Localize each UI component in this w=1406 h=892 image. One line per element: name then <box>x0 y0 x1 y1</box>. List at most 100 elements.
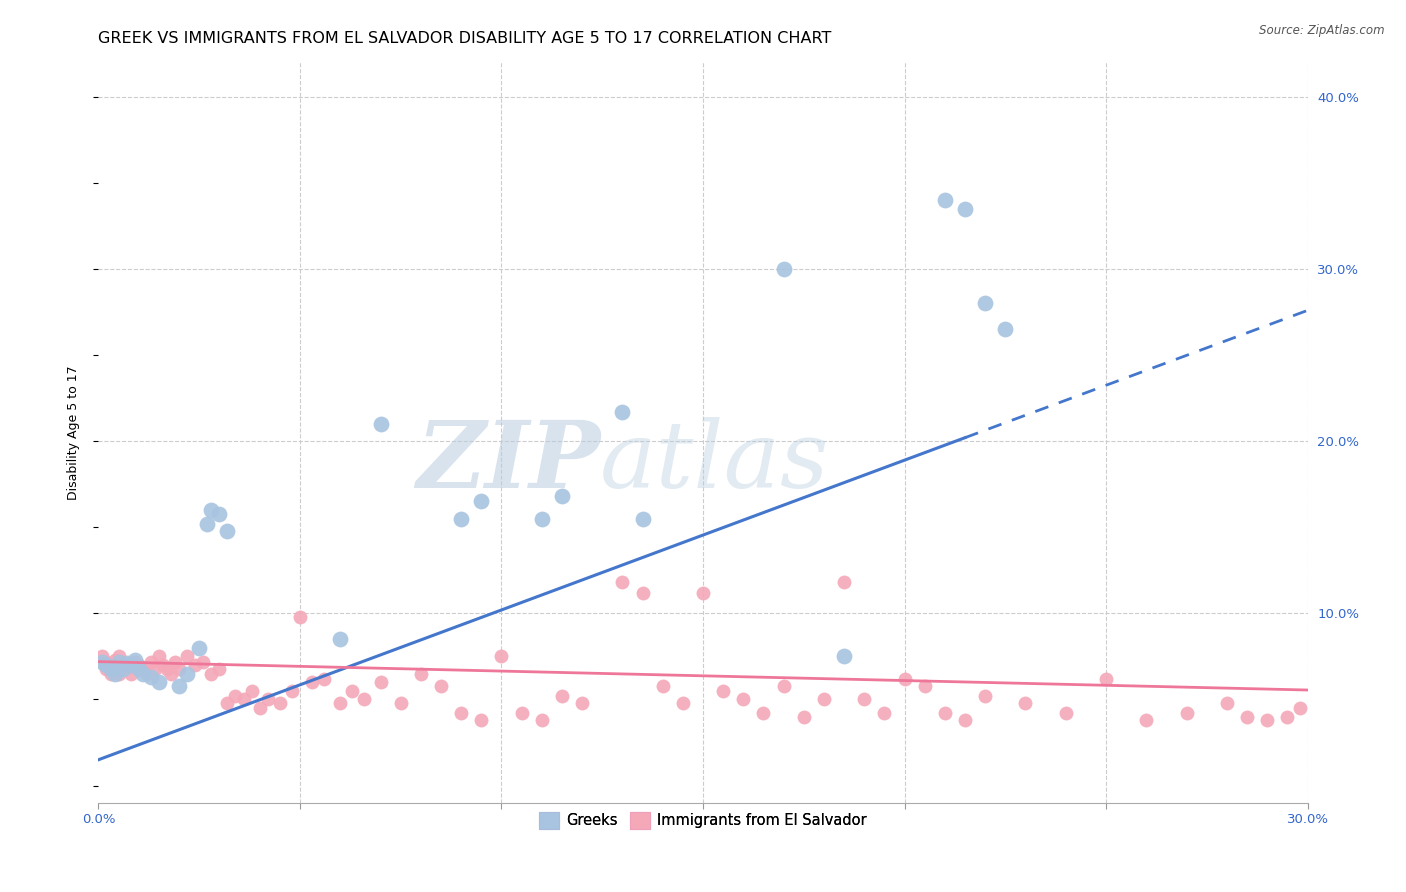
Point <box>167 661 190 675</box>
Point <box>1236 709 1258 723</box>
Point <box>111 661 134 675</box>
Text: GREEK VS IMMIGRANTS FROM EL SALVADOR DISABILITY AGE 5 TO 17 CORRELATION CHART: GREEK VS IMMIGRANTS FROM EL SALVADOR DIS… <box>98 31 832 46</box>
Point <box>974 296 997 310</box>
Point <box>135 666 157 681</box>
Point <box>176 649 198 664</box>
Point <box>176 666 198 681</box>
Point <box>188 640 211 655</box>
Point <box>772 262 794 277</box>
Point <box>370 417 392 431</box>
Point <box>612 405 634 419</box>
Point <box>249 701 271 715</box>
Point <box>148 675 170 690</box>
Point <box>96 658 118 673</box>
Point <box>115 658 138 673</box>
Point <box>893 672 915 686</box>
Point <box>409 666 432 681</box>
Point <box>551 489 574 503</box>
Point <box>953 202 976 216</box>
Point <box>217 696 239 710</box>
Text: atlas: atlas <box>600 417 830 508</box>
Point <box>974 689 997 703</box>
Point <box>96 661 118 675</box>
Point <box>470 494 492 508</box>
Point <box>551 689 574 703</box>
Point <box>200 666 222 681</box>
Point <box>100 666 122 681</box>
Point <box>139 670 162 684</box>
Point <box>256 692 278 706</box>
Point <box>1175 706 1198 721</box>
Point <box>1095 672 1118 686</box>
Point <box>107 655 129 669</box>
Point <box>329 632 352 647</box>
Point <box>934 706 956 721</box>
Point <box>370 675 392 690</box>
Point <box>139 655 162 669</box>
Point <box>120 658 142 673</box>
Point <box>934 193 956 207</box>
Point <box>128 658 150 673</box>
Point <box>193 655 215 669</box>
Point <box>103 666 125 681</box>
Point <box>224 689 246 703</box>
Legend: Greeks, Immigrants from El Salvador: Greeks, Immigrants from El Salvador <box>531 805 875 836</box>
Point <box>91 655 114 669</box>
Text: Source: ZipAtlas.com: Source: ZipAtlas.com <box>1260 24 1385 37</box>
Point <box>217 524 239 538</box>
Point <box>530 512 553 526</box>
Point <box>752 706 775 721</box>
Point <box>103 653 125 667</box>
Point <box>160 666 183 681</box>
Point <box>353 692 375 706</box>
Point <box>651 679 673 693</box>
Point <box>832 575 855 590</box>
Point <box>711 684 734 698</box>
Point <box>120 666 142 681</box>
Point <box>195 516 218 531</box>
Point <box>200 503 222 517</box>
Point <box>111 661 134 675</box>
Point <box>156 661 179 675</box>
Point <box>132 661 155 675</box>
Point <box>994 322 1017 336</box>
Point <box>163 655 186 669</box>
Point <box>672 696 695 710</box>
Point <box>100 661 122 675</box>
Point <box>450 512 472 526</box>
Point <box>107 649 129 664</box>
Point <box>143 661 166 675</box>
Point <box>1288 701 1310 715</box>
Point <box>1054 706 1077 721</box>
Point <box>152 658 174 673</box>
Point <box>115 657 138 671</box>
Point <box>148 649 170 664</box>
Point <box>1014 696 1036 710</box>
Point <box>1256 713 1278 727</box>
Point <box>612 575 634 590</box>
Point <box>103 661 125 675</box>
Point <box>269 696 291 710</box>
Point <box>793 709 815 723</box>
Point <box>631 512 654 526</box>
Point <box>124 655 146 669</box>
Point <box>692 586 714 600</box>
Point <box>288 610 311 624</box>
Point <box>128 661 150 675</box>
Point <box>232 692 254 706</box>
Point <box>571 696 593 710</box>
Point <box>208 507 231 521</box>
Point <box>813 692 835 706</box>
Point <box>91 649 114 664</box>
Point <box>1135 713 1157 727</box>
Point <box>853 692 876 706</box>
Point <box>450 706 472 721</box>
Point <box>342 684 364 698</box>
Point <box>314 672 336 686</box>
Point <box>184 658 207 673</box>
Point <box>301 675 323 690</box>
Point <box>1216 696 1239 710</box>
Point <box>914 679 936 693</box>
Point <box>208 661 231 675</box>
Point <box>530 713 553 727</box>
